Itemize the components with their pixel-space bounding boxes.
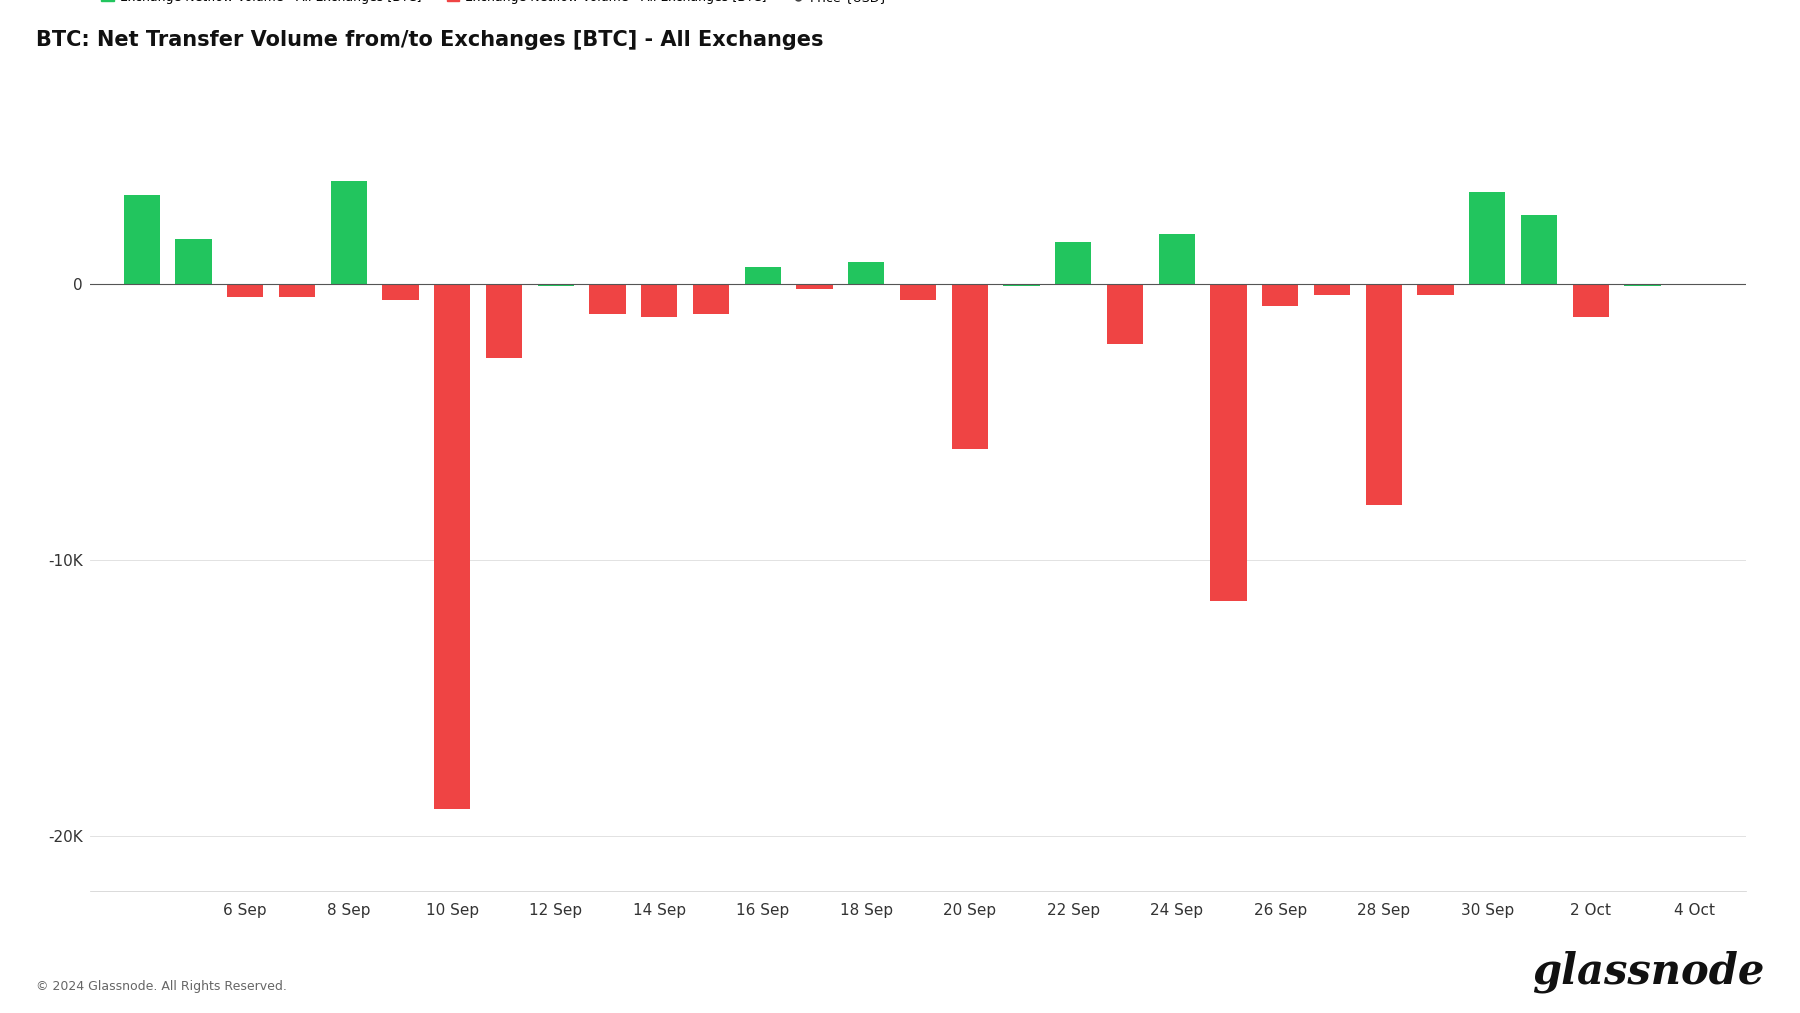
Bar bbox=[486, 284, 522, 359]
Bar bbox=[1262, 284, 1298, 306]
Text: © 2024 Glassnode. All Rights Reserved.: © 2024 Glassnode. All Rights Reserved. bbox=[36, 980, 286, 993]
Bar bbox=[641, 284, 677, 317]
Bar bbox=[1159, 234, 1195, 284]
Bar bbox=[900, 284, 936, 300]
Bar bbox=[1624, 284, 1661, 287]
Text: glassnode: glassnode bbox=[1532, 950, 1764, 993]
Bar bbox=[745, 267, 781, 284]
Bar bbox=[1366, 284, 1402, 504]
Bar bbox=[796, 284, 833, 289]
Legend: Exchange Netflow Volume - All Exchanges [BTC], Exchange Netflow Volume - All Exc: Exchange Netflow Volume - All Exchanges … bbox=[95, 0, 893, 9]
Bar bbox=[538, 284, 574, 287]
Bar bbox=[175, 239, 212, 284]
Bar bbox=[1210, 284, 1247, 602]
Bar bbox=[848, 261, 884, 284]
Bar bbox=[952, 284, 988, 450]
Bar bbox=[589, 284, 626, 314]
Bar bbox=[693, 284, 729, 314]
Bar bbox=[1469, 192, 1505, 284]
Bar bbox=[382, 284, 419, 300]
Bar bbox=[1003, 284, 1040, 287]
Bar bbox=[227, 284, 263, 298]
Bar bbox=[331, 181, 367, 284]
Bar bbox=[279, 284, 315, 298]
Bar bbox=[1521, 215, 1557, 284]
Bar bbox=[1573, 284, 1609, 317]
Bar bbox=[1417, 284, 1454, 295]
Bar bbox=[124, 196, 160, 284]
Bar bbox=[1107, 284, 1143, 344]
Bar bbox=[434, 284, 470, 808]
Bar bbox=[1314, 284, 1350, 295]
Text: BTC: Net Transfer Volume from/to Exchanges [BTC] - All Exchanges: BTC: Net Transfer Volume from/to Exchang… bbox=[36, 30, 824, 51]
Bar bbox=[1055, 242, 1091, 284]
